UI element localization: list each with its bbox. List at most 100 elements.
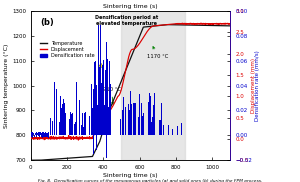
Bar [44, 134, 45, 135]
Bar [39, 135, 40, 137]
Bar [105, 70, 106, 135]
Bar [129, 110, 130, 135]
Bar [181, 123, 182, 135]
Bar [160, 120, 161, 135]
Bar [65, 113, 66, 135]
Bar [82, 113, 83, 135]
Bar [34, 132, 35, 135]
Bar [133, 103, 134, 135]
Bar [36, 135, 37, 136]
Bar [134, 103, 135, 135]
Bar [54, 82, 55, 135]
Bar [45, 134, 46, 135]
Bar [48, 133, 49, 135]
Bar [150, 96, 151, 135]
Bar [35, 135, 36, 137]
Text: 1170 °C: 1170 °C [147, 47, 169, 59]
Bar [95, 61, 96, 135]
Bar [99, 67, 100, 135]
Bar [36, 132, 37, 135]
Bar [45, 134, 46, 135]
Bar [48, 132, 49, 135]
Bar [31, 135, 32, 136]
Bar [40, 134, 41, 135]
Bar [36, 134, 37, 135]
Bar [75, 122, 76, 135]
Bar [37, 133, 38, 135]
Bar [161, 103, 162, 135]
Bar [42, 134, 43, 135]
Bar [92, 108, 93, 135]
Bar [128, 104, 129, 135]
Bar [39, 134, 40, 135]
Bar [39, 132, 40, 135]
Bar [151, 122, 152, 135]
Bar [125, 106, 126, 135]
Bar [38, 133, 39, 135]
Bar [58, 94, 59, 135]
Bar [135, 102, 136, 135]
Bar [106, 135, 107, 158]
Bar [47, 135, 48, 136]
Bar [84, 113, 85, 135]
Bar [97, 105, 98, 135]
Bar [122, 110, 123, 135]
Bar [31, 135, 32, 137]
Bar [141, 103, 142, 135]
Bar [120, 119, 121, 135]
Bar [142, 116, 143, 135]
Bar [56, 89, 57, 135]
Legend: Temperature, Displacement, Densification rate: Temperature, Displacement, Densification… [39, 40, 95, 59]
Bar [59, 122, 60, 135]
Bar [44, 135, 45, 137]
Bar [100, 25, 101, 135]
Bar [153, 105, 154, 135]
Bar [41, 133, 42, 135]
Bar [130, 91, 131, 135]
Bar [32, 132, 33, 135]
Y-axis label: Densification rate (mm/s): Densification rate (mm/s) [255, 50, 260, 121]
Bar [101, 83, 102, 135]
Title: Sintering time (s): Sintering time (s) [103, 4, 158, 9]
Bar [47, 134, 48, 135]
X-axis label: Sintering time (s): Sintering time (s) [103, 173, 158, 178]
Bar [136, 99, 137, 135]
Bar [40, 132, 41, 135]
Bar [32, 133, 33, 135]
Y-axis label: Sintering temperature (°C): Sintering temperature (°C) [4, 43, 9, 128]
Bar [152, 117, 153, 135]
Bar [42, 135, 43, 138]
Bar [62, 104, 63, 135]
Bar [107, 60, 108, 135]
Bar [88, 104, 89, 135]
Text: Fig. 8.  Densification curves of the mesoporous particles (a) and solid ones (b): Fig. 8. Densification curves of the meso… [38, 179, 262, 182]
Bar [31, 135, 32, 137]
Bar [33, 132, 34, 135]
Text: 910 °C: 910 °C [103, 87, 121, 104]
Bar [47, 133, 48, 135]
Bar [143, 113, 144, 135]
Bar [37, 133, 38, 135]
Bar [106, 48, 107, 135]
Bar [108, 107, 109, 135]
Text: (b): (b) [40, 18, 53, 27]
Bar [38, 135, 39, 136]
Bar [40, 132, 41, 135]
Bar [38, 132, 39, 135]
Bar [57, 93, 58, 135]
Bar [72, 113, 73, 135]
Bar [172, 129, 173, 135]
Bar [33, 133, 34, 135]
Bar [48, 135, 49, 138]
Bar [36, 135, 37, 137]
Bar [89, 116, 90, 135]
Bar [126, 118, 127, 135]
Bar [46, 133, 47, 135]
Bar [123, 97, 124, 135]
Bar [52, 121, 53, 135]
Bar [67, 123, 68, 135]
Bar [50, 118, 51, 135]
Bar [91, 84, 92, 135]
Bar [40, 133, 41, 135]
Bar [43, 132, 44, 135]
